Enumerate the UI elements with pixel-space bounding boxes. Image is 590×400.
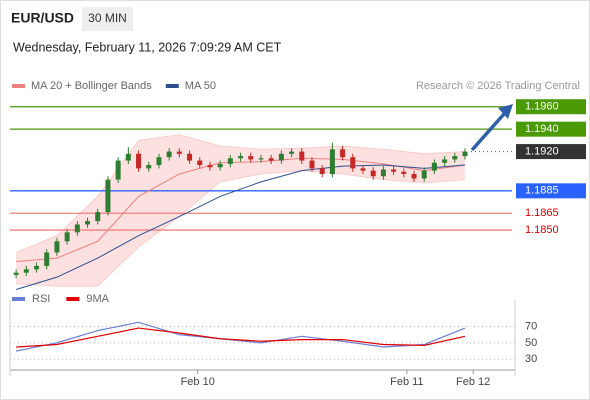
candle-body xyxy=(340,149,346,158)
candle-body xyxy=(125,153,131,161)
level-label: 1.1920 xyxy=(525,145,559,157)
candle-body xyxy=(95,212,101,222)
legend-swatch xyxy=(165,84,179,88)
level-label: 1.1885 xyxy=(525,185,559,197)
bollinger-lower xyxy=(16,170,466,287)
candle-body xyxy=(431,162,437,171)
x-tick-label: Feb 12 xyxy=(456,376,490,388)
candle-body xyxy=(370,170,376,177)
legend-label: MA 20 + Bollinger Bands xyxy=(31,80,152,92)
candle-body xyxy=(380,169,386,177)
x-tick-label: Feb 11 xyxy=(390,376,423,388)
candle-body xyxy=(360,168,366,171)
y-tick-label: 50 xyxy=(525,337,537,349)
candle-body xyxy=(176,151,182,154)
level-label-box xyxy=(516,144,586,160)
candle-body xyxy=(105,179,111,213)
arrow-head xyxy=(498,104,513,119)
y-tick-label: 30 xyxy=(525,353,537,365)
x-tick-label: Feb 10 xyxy=(181,376,215,388)
candle-body xyxy=(197,160,203,166)
candle-body xyxy=(23,269,29,273)
candle-body xyxy=(278,153,284,161)
moving-average xyxy=(15,164,466,290)
moving-average xyxy=(16,157,466,262)
candle-body xyxy=(227,158,233,164)
candle-body xyxy=(217,163,223,168)
level-label: 1.1940 xyxy=(525,123,559,135)
indicator-line xyxy=(16,321,466,352)
arrow-shaft xyxy=(470,112,506,152)
candle-body xyxy=(156,157,162,166)
candle-body xyxy=(268,158,274,161)
timeframe-box xyxy=(82,7,133,31)
legend-swatch xyxy=(12,84,25,88)
legend-swatch xyxy=(66,297,80,301)
bollinger-upper xyxy=(15,134,466,253)
candle-body xyxy=(74,224,80,233)
candle-body xyxy=(452,156,458,160)
candle-body xyxy=(442,159,448,163)
candle-body xyxy=(13,272,19,275)
level-label-box xyxy=(516,183,586,199)
candle-body xyxy=(258,158,264,160)
date: Wednesday, February 11, 2026 7:09:29 AM … xyxy=(13,40,282,54)
candle-body xyxy=(309,160,315,169)
candle-body xyxy=(421,170,427,179)
candle-body xyxy=(299,151,305,161)
timeframe: 30 MIN xyxy=(88,11,127,25)
candle-body xyxy=(54,241,60,253)
bollinger-band xyxy=(16,134,466,287)
legend-swatch xyxy=(12,297,25,301)
level-label-box xyxy=(516,121,586,137)
candle-body xyxy=(391,169,397,172)
candle-body xyxy=(34,265,40,270)
candle-body xyxy=(44,252,50,266)
candle-body xyxy=(248,156,254,160)
legend-label: MA 50 xyxy=(185,80,216,92)
symbol: EUR/USD xyxy=(11,10,74,26)
candle-body xyxy=(411,174,417,179)
candle-body xyxy=(462,151,468,157)
candle-body xyxy=(207,165,213,168)
candle-body xyxy=(146,165,152,169)
candle-body xyxy=(85,221,91,225)
candle-body xyxy=(136,153,142,169)
level-label: 1.1960 xyxy=(525,101,559,113)
candle-body xyxy=(64,232,70,242)
candle-body xyxy=(401,171,407,174)
y-tick-label: 70 xyxy=(525,320,537,332)
source: Research © 2026 Trading Central xyxy=(416,80,580,92)
level-label: 1.1865 xyxy=(525,207,559,219)
candle-body xyxy=(115,160,121,180)
candle-body xyxy=(289,151,295,154)
candle-body xyxy=(319,168,325,174)
legend-label: RSI xyxy=(32,293,50,305)
candle-body xyxy=(166,151,172,158)
legend-label: 9MA xyxy=(86,293,109,305)
candle-body xyxy=(329,149,335,174)
candle-body xyxy=(238,156,244,159)
indicator-line xyxy=(16,327,466,348)
candle-body xyxy=(350,157,356,169)
candle-body xyxy=(187,153,193,161)
level-label-box xyxy=(516,99,586,115)
level-label: 1.1850 xyxy=(525,224,559,236)
